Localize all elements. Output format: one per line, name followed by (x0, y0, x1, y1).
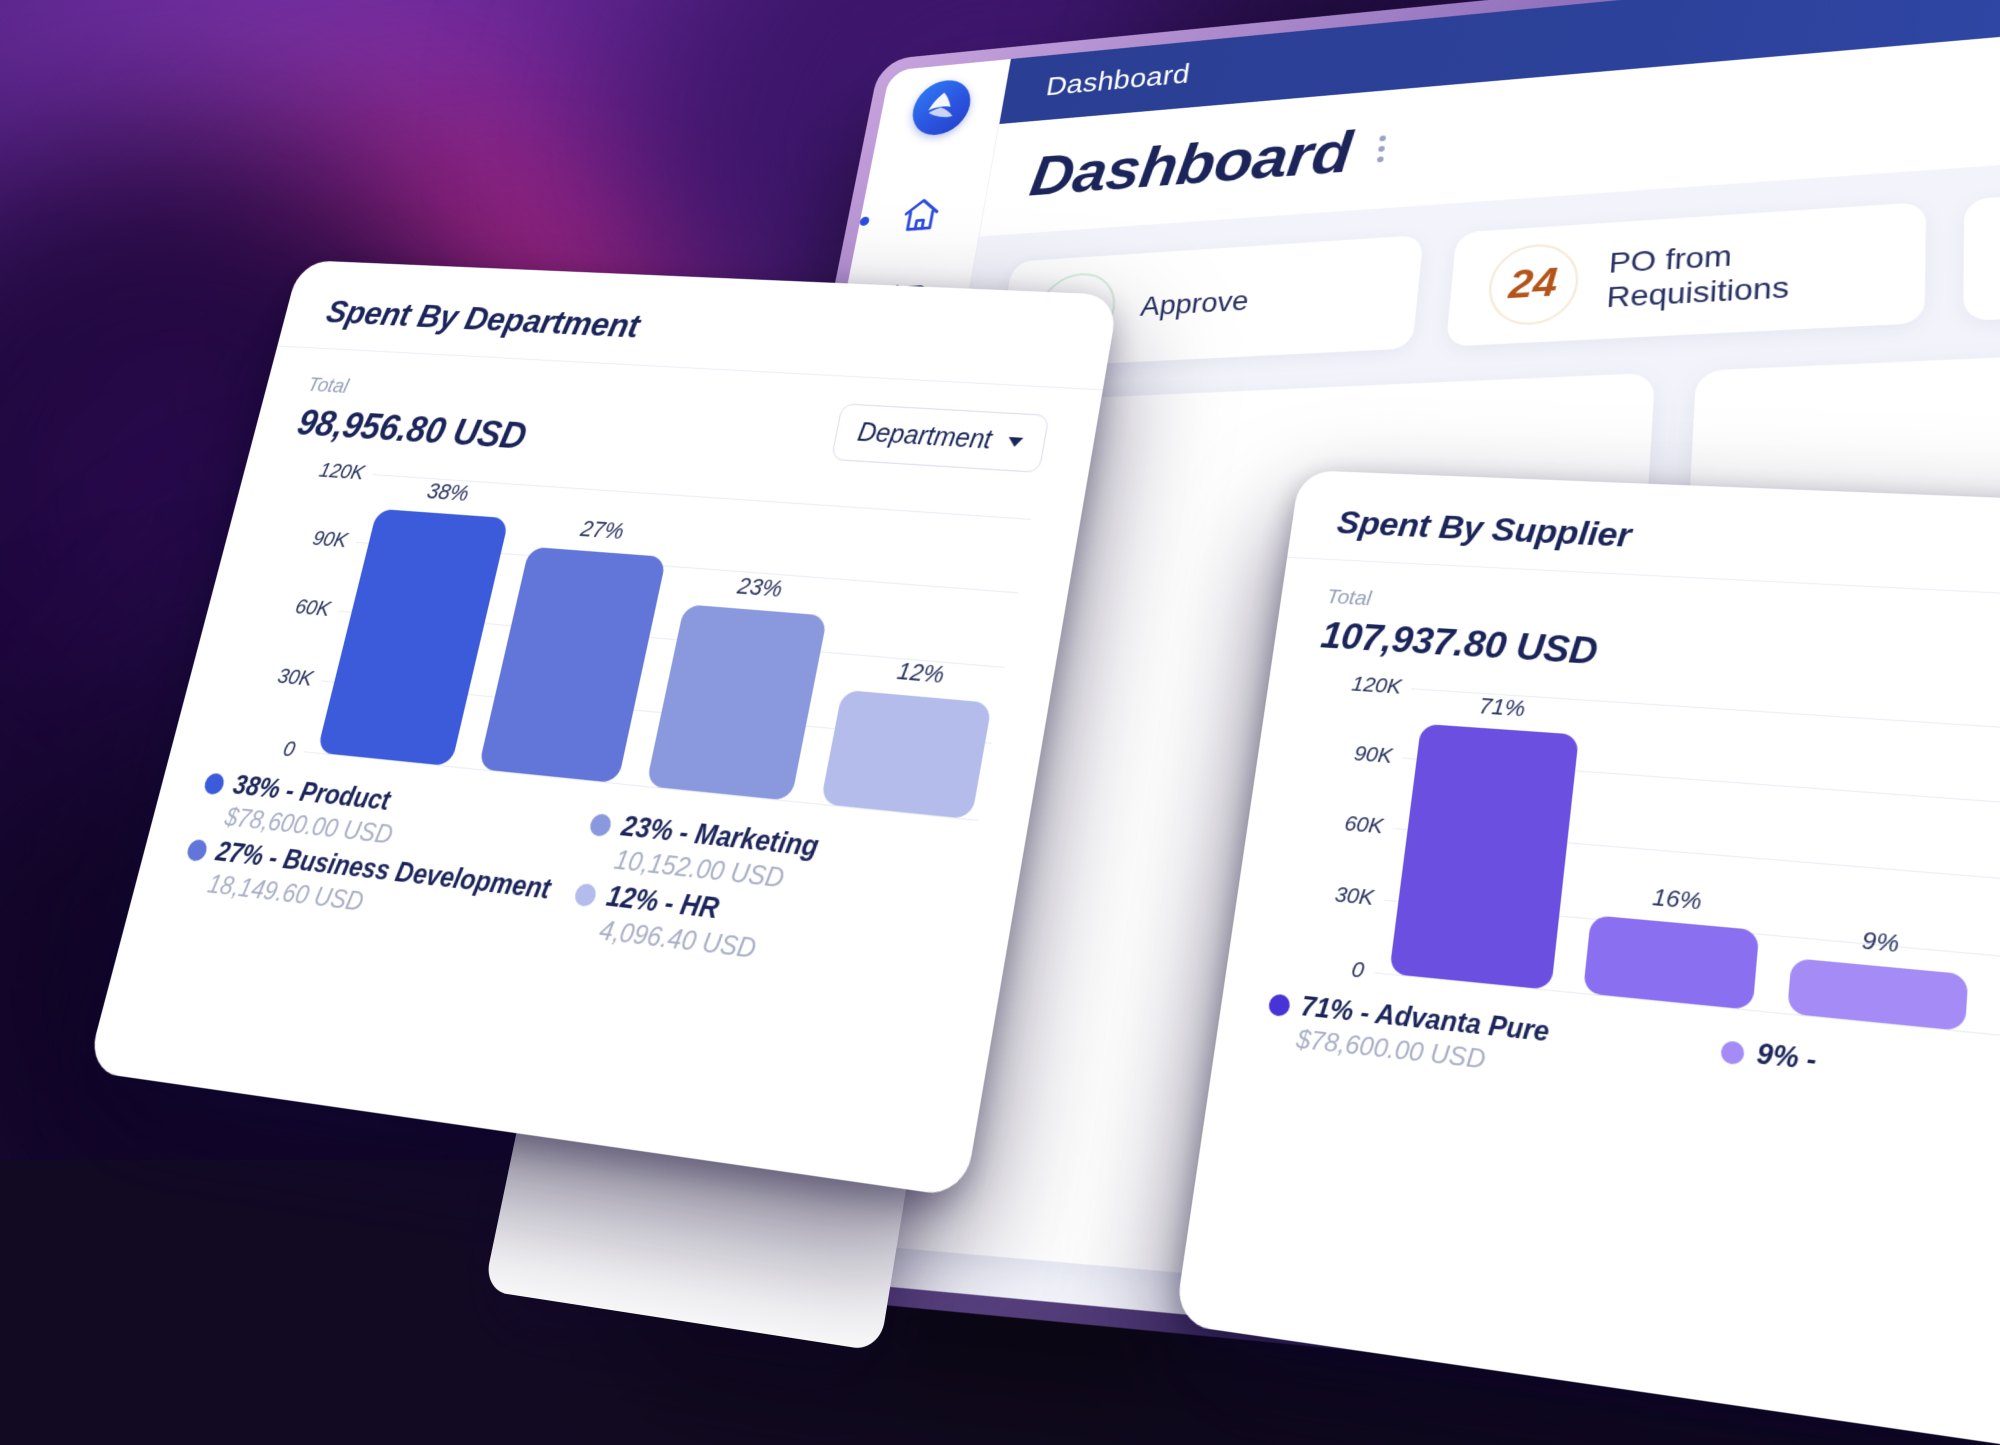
card-spent-by-department: Spent By Department Total 98,956.80 USD … (86, 260, 1119, 1198)
bar-data-label: 23% (735, 573, 785, 604)
bar-rect (317, 509, 510, 766)
kpi-label: Approve (1138, 284, 1250, 323)
home-icon (896, 193, 945, 241)
kpi-card-po-from-requisitions[interactable]: 24 PO from Requisitions (1445, 202, 1926, 347)
dropdown-label: Department (855, 418, 994, 456)
y-axis-tick: 90K (266, 523, 350, 553)
bar-item[interactable]: 16% (1583, 701, 1779, 1010)
y-axis-tick: 90K (1303, 738, 1393, 769)
bar-item[interactable]: 23% (646, 497, 850, 801)
bar-data-label: 71% (1478, 693, 1527, 723)
kpi-card-send-to-supplier[interactable]: 3 Send to supplier (1964, 164, 2000, 322)
sidebar-item-home[interactable] (852, 171, 990, 264)
topbar: Dashboard (999, 0, 2000, 124)
legend-color-dot (203, 772, 227, 795)
bar-rect (478, 547, 667, 784)
legend-color-dot (1268, 993, 1292, 1017)
bar-rect (1583, 915, 1760, 1010)
page-header: Dashboard (979, 0, 2000, 236)
kpi-label: PO from Requisitions (1605, 229, 1883, 315)
department-dropdown[interactable]: Department (831, 403, 1050, 473)
topbar-title: Dashboard (1044, 59, 1192, 103)
card-spent-by-supplier: Spent By Supplier Total 107,937.80 USD 1… (1174, 470, 2000, 1445)
total-value: 107,937.80 USD (1318, 615, 1599, 674)
bar-rect (646, 605, 828, 801)
bar-data-label: 38% (424, 478, 471, 507)
bar-rect (1389, 724, 1579, 990)
bar-data-label: 9% (1861, 926, 1900, 959)
bar-data-label: 12% (895, 657, 947, 690)
total-block: Total 107,937.80 USD (1318, 585, 1602, 673)
kebab-menu-icon[interactable] (1377, 135, 1386, 162)
total-block: Total 98,956.80 USD (293, 373, 537, 457)
legend-item[interactable]: 71% - Advanta Pure $78,600.00 USD (1262, 988, 1693, 1099)
bar-item[interactable]: 12% (820, 508, 1025, 819)
legend-color-dot (589, 813, 614, 837)
legend-color-dot (185, 838, 209, 861)
bar-item[interactable]: 27% (478, 486, 680, 784)
page-title: Dashboard (1026, 118, 1355, 209)
chevron-down-icon (1007, 437, 1023, 447)
bar-data-label: 27% (578, 515, 626, 545)
legend-color-dot (573, 882, 598, 907)
kpi-value: 24 (1485, 242, 1580, 327)
legend-label: 9% - (1755, 1038, 1817, 1078)
y-axis-tick: 30K (1283, 878, 1375, 911)
y-axis-tick: 120K (1313, 670, 1403, 700)
legend-item[interactable]: 9% - (1717, 1034, 2000, 1154)
y-axis-tick: 120K (284, 457, 367, 486)
bar-data-label: 16% (1651, 884, 1703, 917)
bar-item[interactable]: 38% (317, 475, 518, 766)
kpi-row: 5 Approve 24 PO from Requisitions 3 Send… (994, 164, 2000, 369)
bar-item[interactable]: 71% (1389, 689, 1583, 990)
y-axis-tick: 60K (249, 591, 333, 622)
legend-color-dot (1720, 1040, 1745, 1065)
app-logo-icon[interactable] (908, 78, 975, 137)
bar-rect (820, 689, 992, 819)
total-value: 98,956.80 USD (293, 402, 530, 457)
y-axis-tick: 60K (1293, 808, 1384, 840)
bar-item[interactable]: 9% (1786, 714, 1983, 1031)
y-axis-tick: 30K (231, 660, 316, 692)
